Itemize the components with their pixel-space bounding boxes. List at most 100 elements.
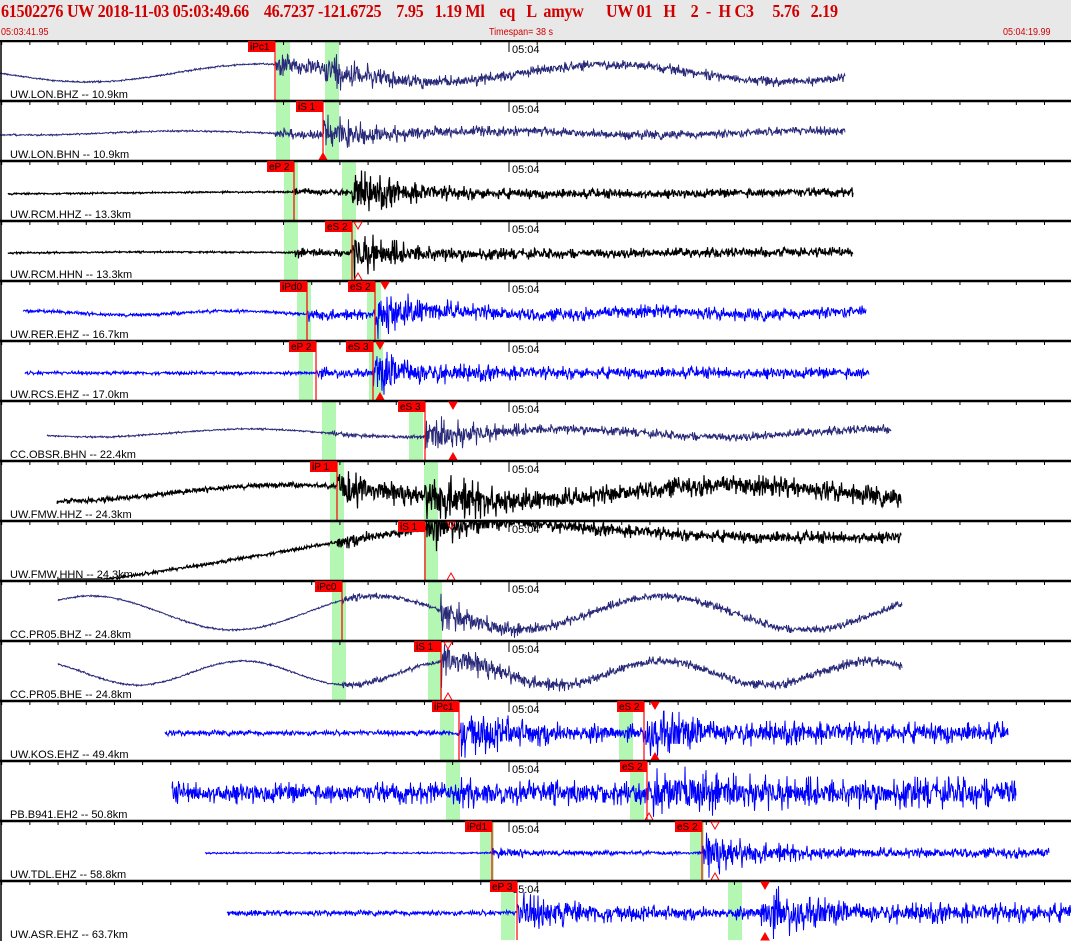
pick-label-box[interactable] xyxy=(315,581,342,592)
waveform xyxy=(46,416,892,449)
pick-label-box[interactable] xyxy=(398,401,425,412)
pick-label-box[interactable] xyxy=(465,821,492,832)
time-tick-label: 05:04 xyxy=(512,284,540,296)
pick-label: iPc0 xyxy=(317,582,337,593)
trace-row[interactable]: 05:04 eS 3 CC.OBSR.BHN -- 22.4km xyxy=(0,399,1071,461)
pick-window xyxy=(440,700,454,760)
time-tick-label: 05:04 xyxy=(512,404,540,416)
amplitude-marker-icon xyxy=(446,571,456,581)
waveform xyxy=(22,293,867,340)
pick-label: eS 2 xyxy=(622,762,643,773)
time-tick-label: 05:04 xyxy=(512,644,540,656)
pick-window xyxy=(728,880,742,940)
time-tick-label: 05:04 xyxy=(512,104,540,116)
amplitude-marker-icon xyxy=(446,521,456,531)
pick-window xyxy=(501,880,515,940)
trace-row[interactable]: 05:04 iPc1 UW.LON.BHZ -- 10.9km xyxy=(0,40,1071,101)
trace-row[interactable]: 05:04 iS 1 CC.PR05.BHE -- 24.8km xyxy=(0,639,1071,701)
station-label: UW.RER.EHZ -- 16.7km xyxy=(10,329,129,341)
pick-label: iPd0 xyxy=(282,282,302,293)
pick-label-box[interactable] xyxy=(267,161,294,172)
pick-label-box[interactable] xyxy=(414,641,441,652)
pick-label: iPc1 xyxy=(434,702,454,713)
pick-window xyxy=(332,640,346,700)
pick-label: eS 2 xyxy=(677,822,698,833)
amplitude-marker-icon xyxy=(710,821,720,831)
waveform xyxy=(171,766,1017,817)
pick-label-box[interactable] xyxy=(310,461,337,472)
pick-label: iPc1 xyxy=(250,42,270,53)
pick-label: eP 2 xyxy=(291,342,312,353)
waveform xyxy=(204,832,1050,878)
pick-window xyxy=(690,820,704,880)
pick-window xyxy=(342,160,356,220)
trace-row[interactable]: 05:04 iPd1 eS 2 UW.TDL.EHZ -- 58.8km xyxy=(0,819,1071,881)
waveform xyxy=(57,644,903,692)
amplitude-marker-icon xyxy=(448,451,458,461)
end-time: 05:04:19.99 xyxy=(1003,27,1051,38)
amplitude-marker-icon xyxy=(375,341,385,351)
pick-label: eS 2 xyxy=(350,282,371,293)
pick-label-box[interactable] xyxy=(398,521,425,532)
pick-label-box[interactable] xyxy=(296,101,323,112)
station-label: UW.KOS.EHZ -- 49.4km xyxy=(10,749,129,761)
trace-row[interactable]: 05:04 iP 1 UW.FMW.HHZ -- 24.3km xyxy=(0,459,1071,521)
trace-row[interactable]: 05:04 iS 1 UW.LON.BHN -- 10.9km xyxy=(0,99,1071,161)
pick-label-box[interactable] xyxy=(289,341,316,352)
amplitude-marker-icon xyxy=(443,641,453,651)
amplitude-marker-icon xyxy=(448,401,458,411)
station-label: UW.FMW.HHN -- 24.3km xyxy=(10,569,133,581)
waveform xyxy=(24,351,870,395)
pick-window xyxy=(284,220,298,280)
waveform xyxy=(0,53,846,91)
pick-label-box[interactable] xyxy=(617,701,644,712)
pick-label-box[interactable] xyxy=(620,761,647,772)
amplitude-marker-icon xyxy=(710,871,720,881)
time-tick-label: 05:04 xyxy=(512,764,540,776)
pick-window xyxy=(428,640,442,700)
trace-row[interactable]: 05:04 eS 2 PB.B941.EH2 -- 50.8km xyxy=(0,759,1071,821)
trace-row[interactable]: 05:04 iPc1 eS 2 UW.KOS.EHZ -- 49.4km xyxy=(0,699,1071,761)
station-label: UW.FMW.HHZ -- 24.3km xyxy=(10,509,132,521)
pick-window xyxy=(330,520,344,580)
pick-label-box[interactable] xyxy=(346,341,373,352)
timespan: Timespan= 38 s xyxy=(489,27,553,38)
pick-label-box[interactable] xyxy=(348,281,375,292)
station-label: UW.ASR.EHZ -- 63.7km xyxy=(10,929,128,941)
pick-label-box[interactable] xyxy=(490,881,517,892)
trace-row[interactable]: 05:04 eS 2 UW.RCM.HHN -- 13.3km xyxy=(0,219,1071,281)
time-tick-label: 05:04 xyxy=(512,44,540,56)
trace-row[interactable]: 05:04 iPd0 eS 2 UW.RER.EHZ -- 16.7km xyxy=(0,279,1071,341)
pick-window xyxy=(480,820,494,880)
pick-label-box[interactable] xyxy=(325,221,352,232)
pick-label: iS 1 xyxy=(400,522,418,533)
waveform xyxy=(7,234,854,280)
pick-label-box[interactable] xyxy=(675,821,702,832)
pick-label-box[interactable] xyxy=(432,701,459,712)
trace-row[interactable]: 05:04 eP 2 eS 3 UW.RCS.EHZ -- 17.0km xyxy=(0,339,1071,401)
seismogram-panel[interactable]: 05:04 iPc1 UW.LON.BHZ -- 10.9km 05:04 iS 1 UW… xyxy=(0,40,1071,941)
pick-label: iS 1 xyxy=(416,642,434,653)
station-label: CC.OBSR.BHN -- 22.4km xyxy=(10,449,136,461)
pick-window xyxy=(322,400,336,460)
pick-label: eS 2 xyxy=(619,702,640,713)
time-tick-label: 05:04 xyxy=(512,164,540,176)
time-tick-label: 05:04 xyxy=(512,884,540,896)
station-label: CC.PR05.BHZ -- 24.8km xyxy=(10,629,131,641)
trace-row[interactable]: 05:04 iS 1 UW.FMW.HHN -- 24.3km xyxy=(0,519,1071,581)
trace-row[interactable]: 05:04 iPc0 CC.PR05.BHZ -- 24.8km xyxy=(0,579,1071,641)
waveform xyxy=(56,471,902,520)
time-tick-label: 05:04 xyxy=(512,584,540,596)
start-time: 05:03:41.95 xyxy=(1,27,49,38)
station-label: UW.RCM.HHZ -- 13.3km xyxy=(10,209,131,221)
trace-row[interactable]: 05:04 eP 2 UW.RCM.HHZ -- 13.3km xyxy=(0,159,1071,221)
amplitude-marker-icon xyxy=(380,281,390,291)
pick-label-box[interactable] xyxy=(280,281,307,292)
time-tick-label: 05:04 xyxy=(512,464,540,476)
amplitude-marker-icon xyxy=(650,701,660,711)
time-tick-label: 05:04 xyxy=(512,704,540,716)
station-label: UW.TDL.EHZ -- 58.8km xyxy=(10,869,126,881)
pick-label-box[interactable] xyxy=(248,41,275,52)
pick-label: iP 1 xyxy=(312,462,329,473)
